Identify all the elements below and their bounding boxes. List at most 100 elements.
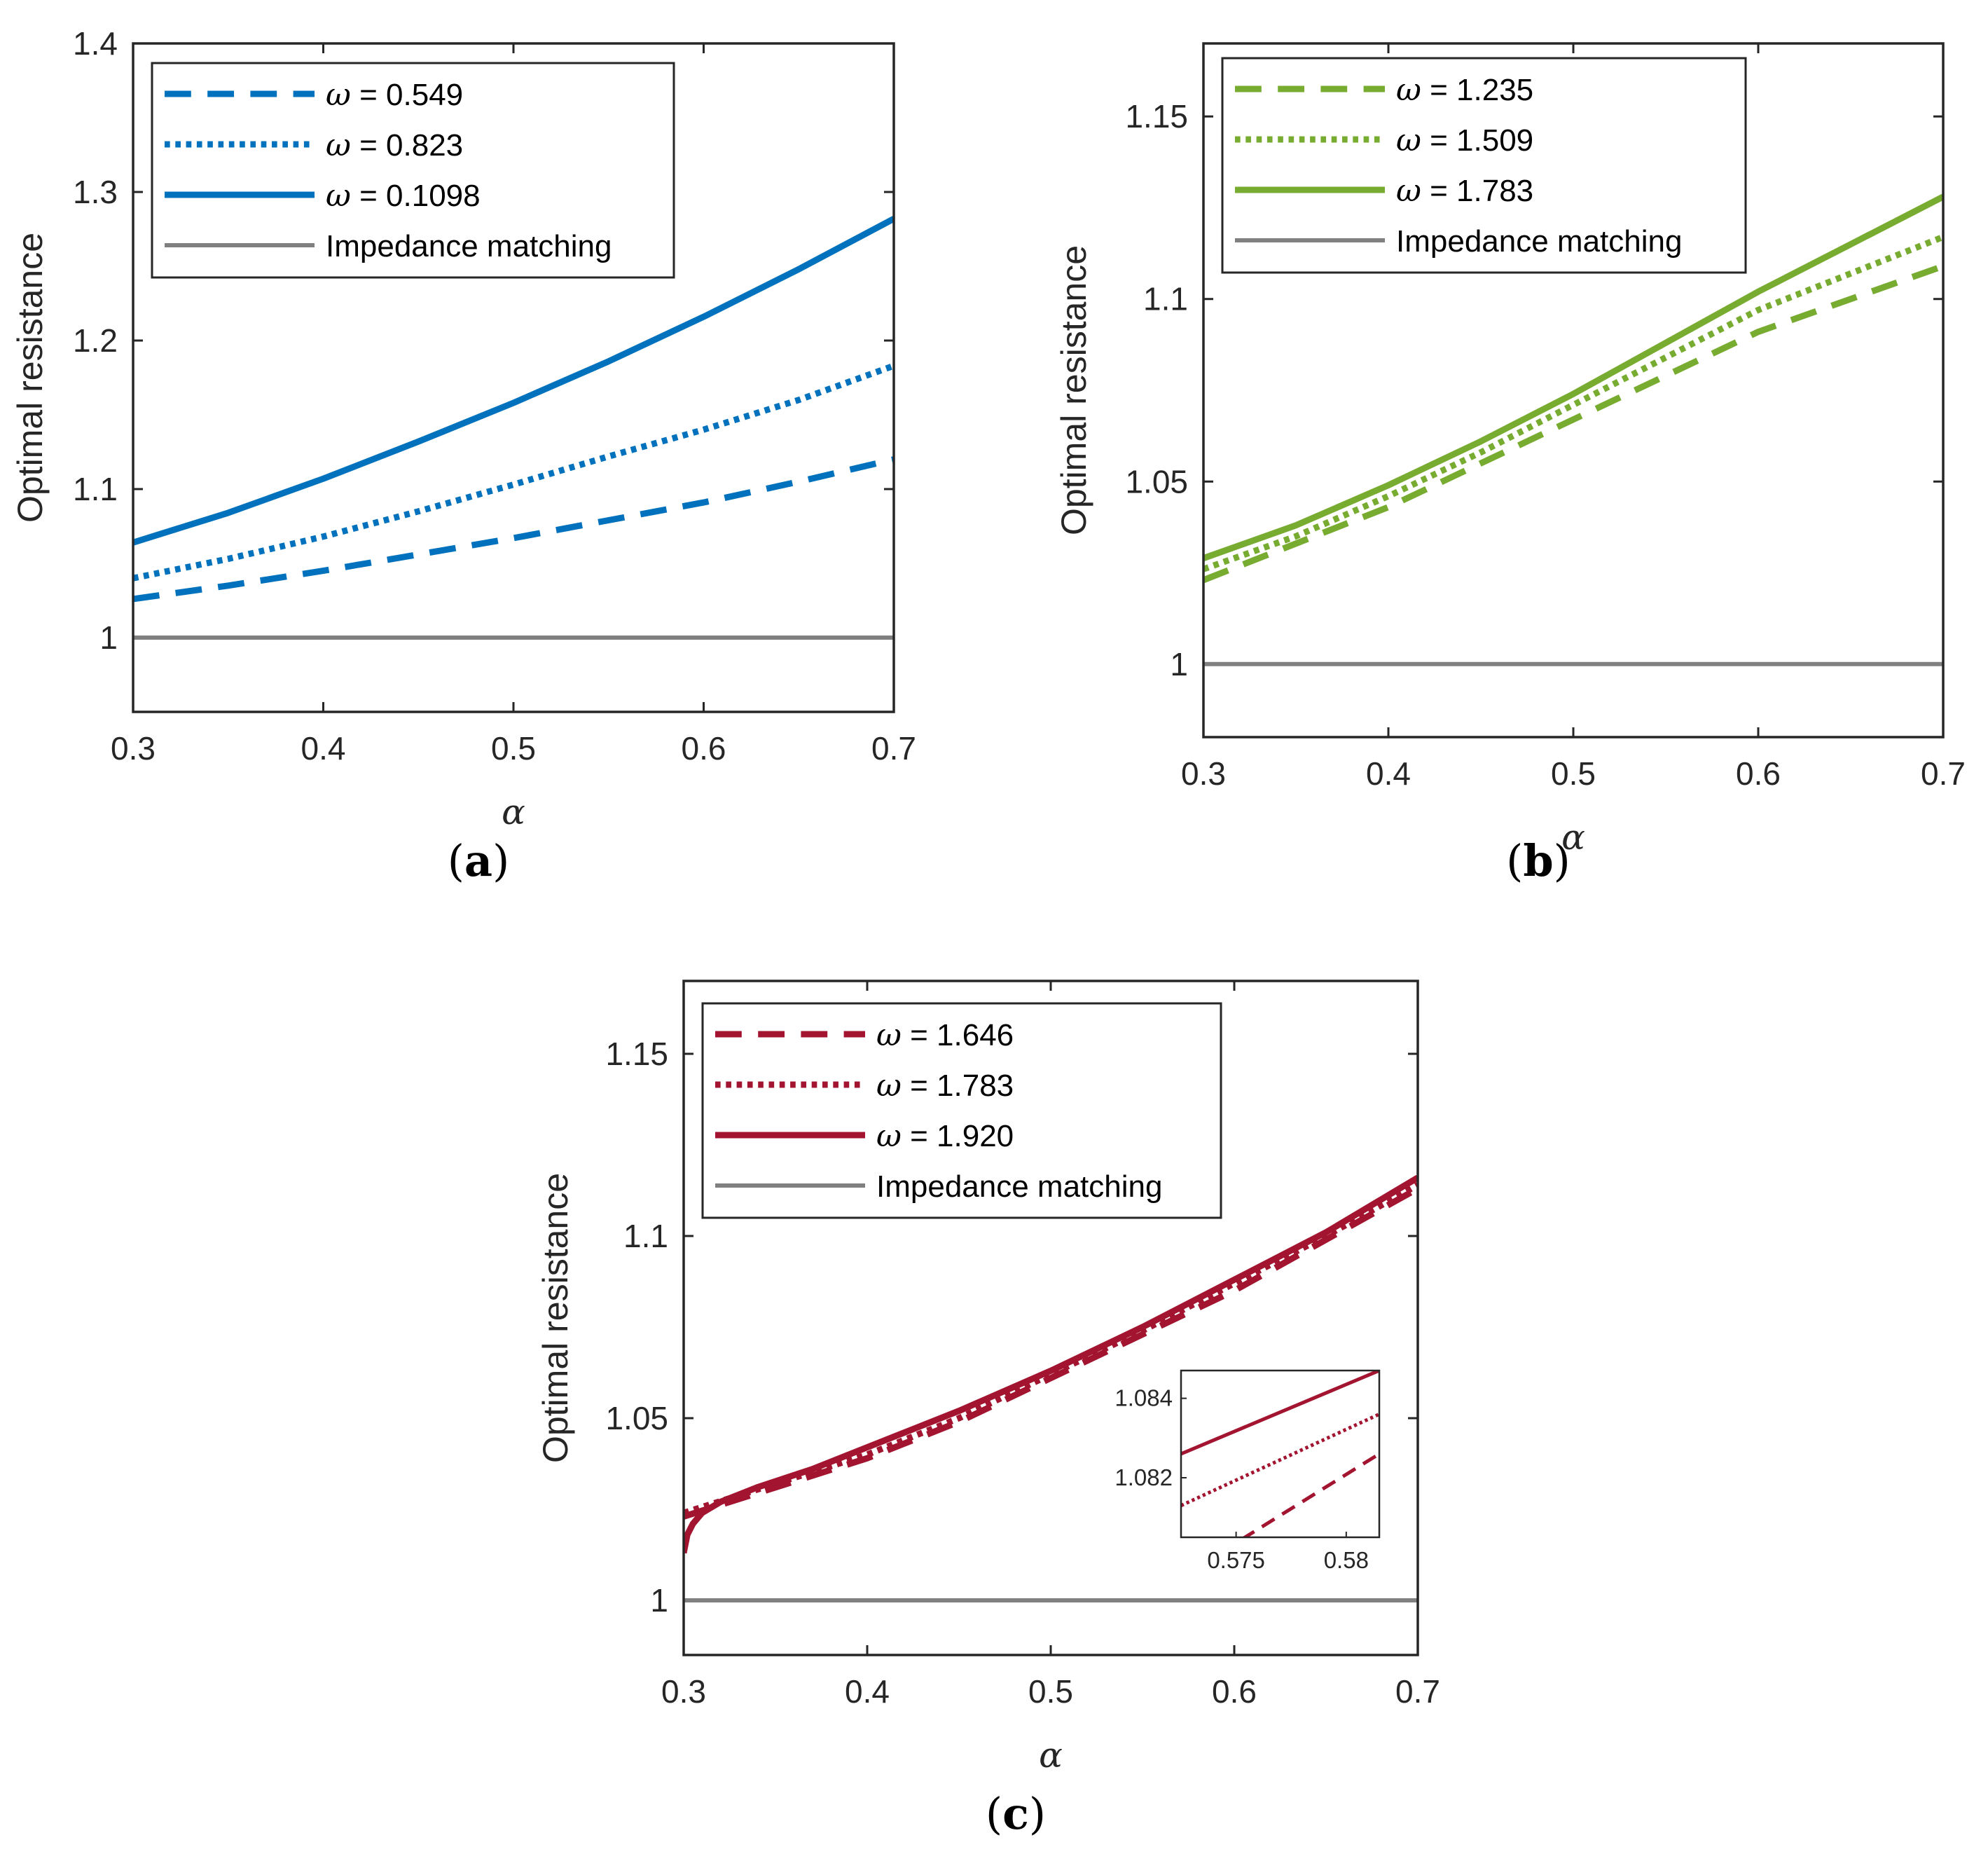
legend-entry: Impedance matching bbox=[326, 229, 612, 263]
legend-omega-symbol: ω bbox=[326, 77, 351, 113]
legend-omega-symbol: ω bbox=[876, 1118, 902, 1154]
panel-label-close-paren: ) bbox=[1554, 835, 1571, 886]
panel-label-open-paren: ( bbox=[1506, 835, 1523, 886]
inset-y-tick-label: 1.084 bbox=[1114, 1385, 1173, 1411]
y-axis-label: Optimal resistance bbox=[1054, 245, 1093, 535]
y-tick-label: 1.2 bbox=[73, 322, 118, 359]
panel-label: (b) bbox=[1506, 835, 1571, 886]
legend-entry: ω = 0.549 bbox=[326, 77, 463, 113]
legend-entry: ω = 1.509 bbox=[1396, 123, 1533, 158]
series-line bbox=[133, 456, 894, 603]
legend-omega-symbol: ω bbox=[1396, 123, 1421, 158]
legend-entry: ω = 1.646 bbox=[876, 1017, 1014, 1053]
panel-label-letter: a bbox=[464, 835, 492, 886]
legend-omega-symbol: ω bbox=[1396, 72, 1421, 108]
x-tick-label: 0.4 bbox=[845, 1673, 890, 1710]
inset-axes-box bbox=[1180, 1369, 1381, 1539]
panel-c: 0.3 0.4 0.5 0.6 0.7 1 1.05 1.1 1.15 α Optimal resi… bbox=[536, 980, 1440, 1839]
y-tick-label: 1.15 bbox=[1125, 98, 1188, 135]
y-tick-label: 1 bbox=[650, 1582, 668, 1619]
legend-omega-value: = 1.235 bbox=[1421, 73, 1533, 107]
legend-entry: ω = 0.823 bbox=[326, 128, 463, 163]
inset-y-tick-label: 1.082 bbox=[1114, 1464, 1173, 1490]
x-axis-label: α bbox=[502, 792, 525, 832]
x-tick-label: 0.6 bbox=[1212, 1673, 1257, 1710]
x-tick-label: 0.7 bbox=[1395, 1673, 1440, 1710]
x-axis-label: α bbox=[1561, 817, 1585, 858]
panel-b: 0.3 0.4 0.5 0.6 0.7 1 1.05 1.1 1.15 α Optimal resi… bbox=[1054, 42, 1966, 886]
inset-x-tick-label: 0.58 bbox=[1324, 1547, 1369, 1573]
series-group bbox=[133, 216, 894, 640]
legend-omega-value: = 1.783 bbox=[1421, 174, 1533, 208]
y-axis-label: Optimal resistance bbox=[536, 1173, 575, 1463]
x-tick-label: 0.4 bbox=[1366, 755, 1411, 792]
legend-omega-value: = 1.509 bbox=[1421, 123, 1533, 158]
y-tick-label: 1.15 bbox=[605, 1036, 668, 1072]
inset-background bbox=[1181, 1371, 1379, 1537]
series-line bbox=[684, 1174, 1418, 1554]
inset: 0.575 0.58 1.082 1.084 bbox=[1114, 1369, 1381, 1573]
panel-a: 0.3 0.4 0.5 0.6 0.7 1 1.1 1.2 1.3 1.4 α Optimal res… bbox=[11, 25, 916, 886]
series-group bbox=[684, 1174, 1418, 1602]
panel-label-close-paren: ) bbox=[1029, 1788, 1046, 1839]
legend-omega-value: = 1.783 bbox=[902, 1069, 1014, 1103]
panel-label-open-paren: ( bbox=[986, 1788, 1002, 1839]
panel-label-close-paren: ) bbox=[492, 835, 509, 886]
x-tick-label: 0.6 bbox=[1736, 755, 1781, 792]
x-tick-label: 0.4 bbox=[301, 730, 346, 767]
legend-entry: ω = 1.235 bbox=[1396, 72, 1533, 108]
inset-x-tick-label: 0.575 bbox=[1207, 1547, 1265, 1573]
series-line bbox=[684, 1186, 1418, 1520]
axes-box bbox=[1202, 42, 1945, 739]
series-line bbox=[684, 1182, 1418, 1516]
legend-omega-symbol: ω bbox=[1396, 173, 1421, 209]
legend-omega-symbol: ω bbox=[876, 1017, 902, 1053]
x-tick-label: 0.7 bbox=[1921, 755, 1966, 792]
y-tick-label: 1 bbox=[99, 619, 118, 656]
legend-box bbox=[1221, 57, 1747, 274]
legend-omega-symbol: ω bbox=[876, 1068, 902, 1104]
panel-label: (a) bbox=[448, 835, 510, 886]
legend-omega-value: = 0.823 bbox=[351, 128, 463, 163]
panel-label-open-paren: ( bbox=[448, 835, 464, 886]
legend-entry: ω = 1.783 bbox=[876, 1068, 1014, 1104]
x-tick-label: 0.6 bbox=[682, 730, 726, 767]
y-tick-label: 1.4 bbox=[73, 25, 118, 62]
legend-omega-value: = 0.549 bbox=[351, 78, 463, 112]
y-tick-label: 1 bbox=[1170, 646, 1188, 682]
legend-entry: ω = 1.920 bbox=[876, 1118, 1014, 1154]
x-tick-label: 0.3 bbox=[111, 730, 156, 767]
x-axis-label: α bbox=[1039, 1735, 1063, 1776]
legend-entry: ω = 1.783 bbox=[1396, 173, 1533, 209]
legend-omega-value: = 1.646 bbox=[902, 1018, 1014, 1052]
series-line bbox=[1203, 263, 1943, 584]
legend-entry: ω = 0.1098 bbox=[326, 178, 481, 214]
legend-box bbox=[151, 62, 675, 279]
y-tick-label: 1.1 bbox=[1143, 281, 1188, 317]
axes-box bbox=[132, 42, 895, 713]
series-line bbox=[133, 216, 894, 546]
legend-entry: Impedance matching bbox=[876, 1169, 1162, 1204]
y-tick-label: 1.05 bbox=[1125, 463, 1188, 500]
x-tick-label: 0.3 bbox=[1181, 755, 1226, 792]
series-line bbox=[1203, 193, 1943, 561]
legend-entry: Impedance matching bbox=[1396, 224, 1682, 259]
x-tick-label: 0.3 bbox=[661, 1673, 706, 1710]
legend-omega-value: = 0.1098 bbox=[351, 179, 481, 213]
x-tick-label: 0.5 bbox=[1028, 1673, 1073, 1710]
x-tick-label: 0.5 bbox=[1551, 755, 1596, 792]
panel-label-letter: c bbox=[1002, 1788, 1029, 1839]
inset-series-line bbox=[1181, 1413, 1379, 1507]
inset-series-group bbox=[1181, 1371, 1379, 1537]
panel-label: (c) bbox=[986, 1788, 1046, 1839]
series-group bbox=[1203, 193, 1943, 666]
y-axis-label: Optimal resistance bbox=[11, 233, 50, 523]
series-line bbox=[133, 362, 894, 582]
y-tick-label: 1.1 bbox=[623, 1218, 668, 1254]
axes-box bbox=[682, 980, 1419, 1656]
y-tick-label: 1.05 bbox=[605, 1400, 668, 1436]
